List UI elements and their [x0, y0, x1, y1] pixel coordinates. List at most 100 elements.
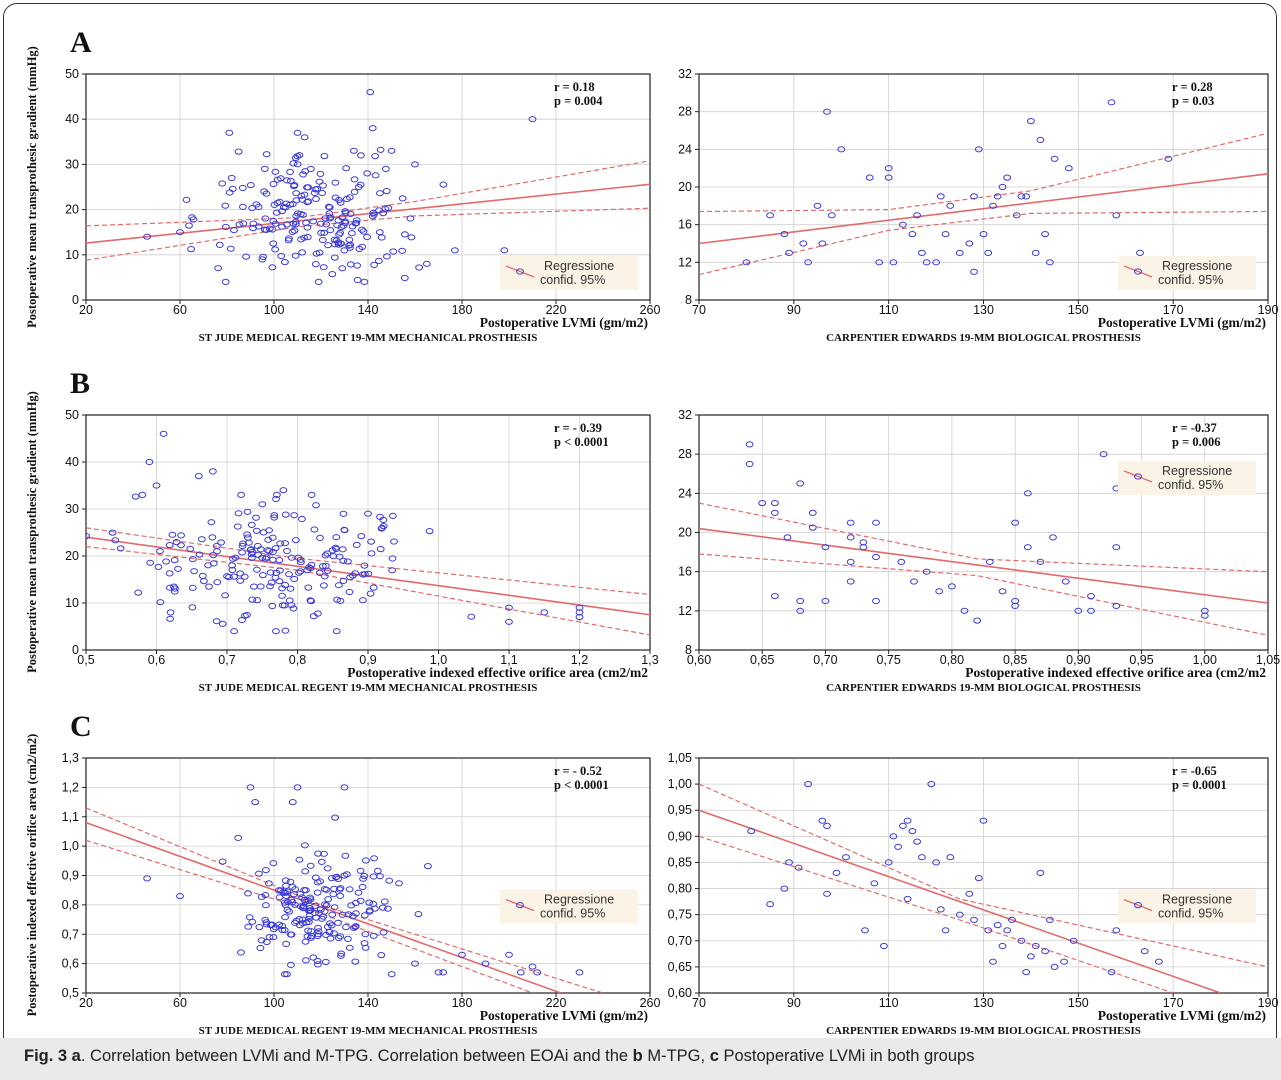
data-point: [946, 202, 955, 209]
data-point: [296, 890, 305, 898]
data-point: [338, 911, 347, 918]
data-point: [332, 237, 341, 244]
y-tick-label: 1,2: [62, 780, 79, 794]
x-tick-label: 190: [1258, 996, 1279, 1010]
data-point: [334, 875, 343, 883]
data-point: [301, 842, 309, 849]
y-axis-title-c: Postoperative indexed effective orifice …: [25, 734, 39, 1017]
data-point: [234, 834, 243, 842]
data-point: [221, 202, 230, 209]
data-point: [309, 218, 318, 225]
data-point: [998, 183, 1007, 191]
data-point: [246, 182, 255, 189]
data-point: [292, 537, 300, 544]
stat-p: p = 0.004: [554, 94, 603, 108]
data-point: [333, 222, 342, 229]
data-point: [270, 201, 279, 208]
x-tick-label: 220: [546, 303, 567, 317]
data-point: [344, 935, 352, 943]
ci-upper-line: [699, 783, 1268, 968]
data-point: [306, 165, 315, 173]
data-point: [233, 523, 242, 530]
data-point: [265, 527, 274, 534]
y-tick-label: 32: [678, 408, 692, 422]
data-point: [252, 527, 261, 534]
data-point: [910, 578, 918, 585]
y-tick-label: 0,9: [62, 869, 79, 883]
data-point: [204, 562, 213, 569]
data-point: [242, 253, 251, 260]
data-point: [221, 592, 230, 599]
data-point: [330, 885, 339, 893]
data-point: [314, 924, 322, 932]
data-point: [331, 194, 340, 201]
data-point: [282, 882, 290, 889]
data-point: [328, 875, 336, 882]
data-point: [384, 204, 393, 212]
data-point: [872, 597, 880, 605]
data-point: [305, 915, 313, 922]
data-point: [269, 556, 277, 563]
data-point: [165, 542, 174, 549]
data-point: [979, 817, 988, 824]
stat-r: r = 0.28: [1172, 80, 1213, 94]
data-point: [111, 537, 120, 544]
data-point: [316, 170, 325, 177]
data-point: [1107, 99, 1116, 106]
data-point: [304, 584, 313, 591]
legend-label-band: confid. 95%: [1158, 273, 1223, 287]
data-point: [255, 924, 264, 931]
data-point: [316, 220, 325, 227]
data-point: [281, 877, 290, 884]
data-points: [86, 430, 584, 635]
data-point: [301, 868, 310, 875]
data-point: [360, 278, 369, 285]
data-point: [306, 597, 315, 604]
data-point: [899, 822, 907, 830]
regression-line: [86, 183, 650, 244]
data-point: [278, 585, 287, 592]
data-point: [289, 160, 298, 167]
x-tick-label: 70: [692, 303, 706, 317]
data-point: [285, 908, 294, 915]
data-point: [254, 551, 263, 559]
x-tick-label: 0,90: [1066, 653, 1090, 667]
legend-label-band: confid. 95%: [540, 273, 605, 287]
data-point: [134, 589, 143, 596]
data-point: [379, 904, 387, 911]
y-tick-label: 0: [72, 643, 79, 657]
data-point: [329, 553, 338, 560]
data-point: [330, 904, 339, 911]
data-point: [322, 902, 331, 909]
data-point: [398, 247, 407, 254]
data-point: [131, 493, 140, 500]
data-point: [168, 531, 177, 538]
y-tick-label: 8: [685, 643, 692, 657]
data-point: [279, 487, 288, 494]
data-point: [1099, 451, 1108, 458]
data-point: [266, 569, 275, 576]
data-point: [293, 784, 302, 791]
data-point: [261, 215, 270, 222]
data-point: [818, 240, 827, 247]
data-point: [398, 195, 407, 202]
data-point: [241, 612, 249, 619]
stat-p: p < 0.0001: [554, 778, 609, 792]
x-tick-label: 20: [79, 996, 93, 1010]
data-point: [230, 227, 238, 234]
data-point: [310, 526, 319, 533]
data-point: [314, 961, 322, 968]
data-point: [361, 944, 370, 951]
legend-label-line: Regressione: [1162, 259, 1232, 273]
data-point: [234, 148, 243, 155]
data-point: [228, 562, 237, 569]
data-point: [377, 952, 386, 959]
data-point: [225, 574, 233, 581]
data-point: [366, 590, 375, 597]
x-tick-label: 180: [452, 996, 473, 1010]
x-tick-label: 0,70: [813, 653, 837, 667]
data-point: [390, 538, 398, 545]
data-point: [313, 185, 322, 193]
data-point: [1036, 558, 1045, 566]
data-point: [238, 549, 246, 556]
